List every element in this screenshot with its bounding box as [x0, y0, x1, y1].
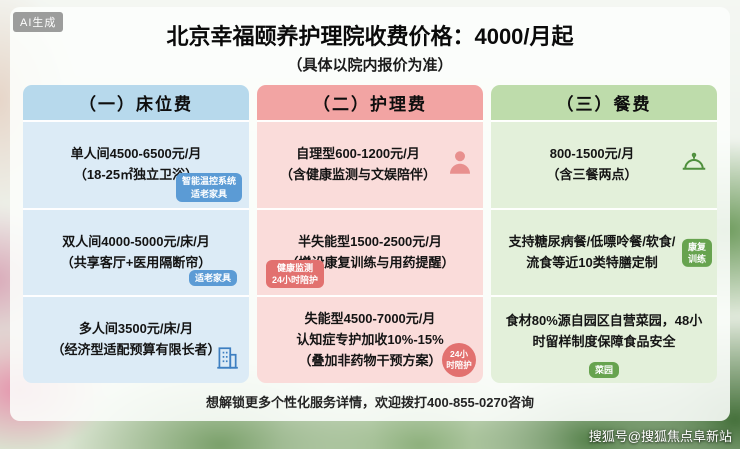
smart-temp-control-badge: 智能温控系统 适老家具: [175, 173, 242, 202]
table-cell-meal-price: 800-1500元/月 （含三餐两点）: [491, 120, 717, 208]
table-cell-semi-disabled: 半失能型1500-2500元/月 （增设康复训练与用药提醒） 健康监测 24小时…: [257, 207, 483, 296]
bed-fee-column: （一）床位费 单人间4500-6500元/月 （18-25㎡独立卫浴） 智能温控…: [23, 85, 249, 383]
page-title: 北京幸福颐养护理院收费价格：4000/月起: [166, 24, 574, 49]
price-card: 北京幸福颐养护理院收费价格：4000/月起 （具体以院内报价为准） （一）床位费…: [10, 7, 730, 421]
column-header-meal-fee: （三）餐费: [491, 85, 717, 120]
table-cell-multi-room: 多人间3500元/床/月 （经济型适配预算有限长者）: [23, 295, 249, 383]
cell-line: （经济型适配预算有限长者）: [51, 342, 221, 358]
cell-line: 800-1500元/月: [549, 146, 635, 162]
building-icon: [214, 345, 240, 376]
price-table: （一）床位费 单人间4500-6500元/月 （18-25㎡独立卫浴） 智能温控…: [10, 75, 730, 389]
table-cell-disabled: 失能型4500-7000元/月 认知症专护加收10%-15% （叠加非药物干预方…: [257, 295, 483, 383]
ai-generated-badge: AI生成: [13, 12, 64, 32]
nursing-fee-column: （二）护理费 自理型600-1200元/月 （含健康监测与文娱陪伴） 半失能型: [257, 85, 483, 383]
cell-line: 自理型600-1200元/月: [296, 146, 420, 162]
rehab-training-badge: 康复 训练: [681, 238, 712, 267]
table-cell-double-room: 双人间4000-5000元/床/月 （共享客厅+医用隔断帘） 适老家具: [23, 207, 249, 296]
cell-line: 失能型4500-7000元/月: [304, 310, 436, 326]
contact-footer: 想解锁更多个性化服务详情，欢迎拨打400-855-0270咨询: [206, 395, 534, 410]
care-24h-badge: 24小 时陪护: [442, 343, 476, 378]
elder-furniture-badge: 适老家具: [188, 270, 237, 287]
watermark: 搜狐号@搜狐焦点阜新站: [588, 429, 732, 444]
cell-text: 自理型600-1200元/月 （含健康监测与文娱陪伴）: [257, 144, 483, 186]
table-cell-self-care: 自理型600-1200元/月 （含健康监测与文娱陪伴）: [257, 120, 483, 208]
cell-line: 单人间4500-6500元/月: [70, 146, 202, 162]
cell-text: 支持糖尿病餐/低嘌呤餐/软食/流食等近10类特膳定制: [491, 232, 717, 274]
cell-text: 单人间4500-6500元/月 （18-25㎡独立卫浴）: [23, 144, 249, 186]
cell-line: （增设康复训练与用药提醒）: [285, 254, 455, 270]
cell-line: （含三餐两点）: [546, 166, 638, 182]
cell-line: 支持糖尿病餐/低嘌呤餐/软食/流食等近10类特膳定制: [508, 233, 676, 270]
table-cell-special-diet: 支持糖尿病餐/低嘌呤餐/软食/流食等近10类特膳定制 康复 训练: [491, 207, 717, 296]
cell-line: 认知症专护加收10%-15%: [296, 331, 444, 347]
cell-line: 多人间3500元/床/月: [78, 321, 194, 337]
cell-text: 多人间3500元/床/月 （经济型适配预算有限长者）: [23, 319, 249, 361]
cell-text: 失能型4500-7000元/月 认知症专护加收10%-15% （叠加非药物干预方…: [257, 309, 483, 371]
cell-line: （叠加非药物干预方案）: [298, 352, 442, 368]
meal-fee-column: （三）餐费 800-1500元/月 （含三餐两点） 支持糖尿病餐/低嘌呤餐/软: [491, 85, 717, 383]
column-header-nursing-fee: （二）护理费: [257, 85, 483, 120]
table-cell-food-safety: 食材80%源自园区自营菜园，48小时留样制度保障食品安全 菜园: [491, 295, 717, 383]
cell-text: 食材80%源自园区自营菜园，48小时留样制度保障食品安全: [491, 311, 717, 369]
cell-text: 半失能型1500-2500元/月 （增设康复训练与用药提醒）: [257, 232, 483, 274]
garden-badge: 菜园: [588, 361, 620, 379]
cell-text: 双人间4000-5000元/床/月 （共享客厅+医用隔断帘）: [23, 232, 249, 274]
health-monitor-badge: 健康监测 24小时陪护: [266, 260, 325, 289]
cell-line: 双人间4000-5000元/床/月: [62, 233, 210, 249]
dish-icon: [679, 147, 709, 182]
cell-line: （含健康监测与文娱陪伴）: [279, 166, 436, 182]
person-icon: [445, 147, 475, 182]
cell-text: 800-1500元/月 （含三餐两点）: [491, 144, 717, 186]
cell-line: 食材80%源自园区自营菜园，48小时留样制度保障食品安全: [505, 313, 703, 350]
page-subtitle: （具体以院内报价为准）: [287, 57, 453, 74]
cell-line: （18-25㎡独立卫浴）: [73, 166, 199, 182]
table-cell-single-room: 单人间4500-6500元/月 （18-25㎡独立卫浴） 智能温控系统 适老家具: [23, 120, 249, 208]
cell-line: （共享客厅+医用隔断帘）: [60, 254, 212, 270]
cell-line: 半失能型1500-2500元/月: [298, 233, 442, 249]
column-header-bed-fee: （一）床位费: [23, 85, 249, 120]
